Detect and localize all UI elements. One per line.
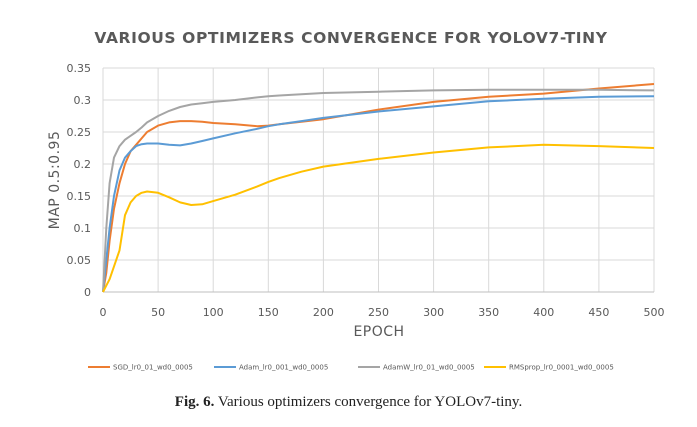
x-axis-label: EPOCH <box>353 324 404 340</box>
axes: 0 0.05 0.1 0.15 0.2 0.25 0.3 0.35 0 50 100 150 200 25… <box>67 62 665 319</box>
y-tick-label: 0.15 <box>67 190 92 203</box>
optimizer-convergence-chart: VARIOUS OPTIMIZERS CONVERGENCE FOR YOLOV… <box>47 29 665 372</box>
x-tick-label: 250 <box>368 306 389 319</box>
x-tick-label: 450 <box>588 306 609 319</box>
series-lines <box>102 83 655 293</box>
y-tick-label: 0.1 <box>74 222 92 235</box>
series-line-sgd <box>102 83 655 293</box>
x-tick-label: 350 <box>478 306 499 319</box>
legend-item: RMSprop_lr0_0001_wd0_0005 <box>484 364 614 372</box>
y-tick-label: 0.05 <box>67 254 92 267</box>
y-tick-label: 0.3 <box>74 94 92 107</box>
figure-caption: Fig. 6. Various optimizers convergence f… <box>0 394 697 411</box>
x-tick-label: 200 <box>313 306 334 319</box>
y-axis-label: MAP 0.5:0.95 <box>47 131 63 230</box>
series-line-adam <box>102 95 655 293</box>
caption-label: Fig. 6. <box>174 394 215 410</box>
legend-label: Adam_lr0_001_wd0_0005 <box>239 364 328 372</box>
x-tick-label: 500 <box>644 306 665 319</box>
y-tick-label: 0.35 <box>67 62 92 75</box>
legend-label: RMSprop_lr0_0001_wd0_0005 <box>509 364 614 372</box>
y-tick-label: 0 <box>84 286 91 299</box>
legend-label: AdamW_lr0_01_wd0_0005 <box>383 364 475 372</box>
x-tick-label: 0 <box>100 306 107 319</box>
gridlines <box>102 67 655 292</box>
caption-text: Various optimizers convergence for YOLOv… <box>214 394 523 410</box>
legend-item: Adam_lr0_001_wd0_0005 <box>214 364 328 372</box>
y-tick-label: 0.2 <box>74 158 92 171</box>
series-line-adamw <box>102 88 655 293</box>
x-tick-label: 400 <box>533 306 554 319</box>
x-tick-label: 50 <box>151 306 165 319</box>
legend-label: SGD_lr0_01_wd0_0005 <box>113 364 193 372</box>
x-tick-label: 150 <box>258 306 279 319</box>
x-tick-label: 100 <box>203 306 224 319</box>
legend-item: AdamW_lr0_01_wd0_0005 <box>358 364 475 372</box>
legend-item: SGD_lr0_01_wd0_0005 <box>88 364 193 372</box>
series-line-rmsprop <box>102 143 655 293</box>
y-tick-label: 0.25 <box>67 126 92 139</box>
chart-title: VARIOUS OPTIMIZERS CONVERGENCE FOR YOLOV… <box>94 29 607 47</box>
legend: SGD_lr0_01_wd0_0005 Adam_lr0_001_wd0_0005… <box>88 364 614 372</box>
x-tick-label: 300 <box>423 306 444 319</box>
